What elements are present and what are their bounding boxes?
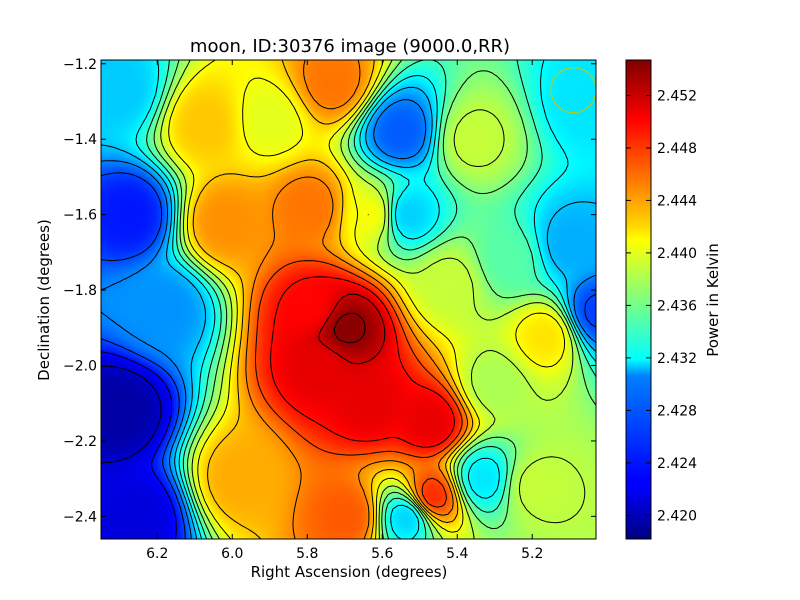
contour-level [101,99,596,539]
colorbar-tick-label: 2.452 [657,88,697,104]
y-tick-label: −2.2 [63,434,97,450]
colorbar-tick-label: 2.440 [657,246,697,262]
colorbar-tick-label: 2.432 [657,351,697,367]
colorbar-tick-label: 2.444 [657,193,697,209]
chart-title: moon, ID:30376 image (9000.0,RR) [190,36,510,57]
y-tick-label: −1.8 [63,283,97,299]
y-tick-label: −2.0 [63,359,97,375]
contour-level [101,351,177,539]
contour-level [101,365,162,464]
colorbar-tick-label: 2.420 [657,508,697,524]
contour-level [153,60,596,539]
x-tick-label: 5.2 [521,546,543,562]
contour-level [101,86,596,539]
contour-level [192,60,474,539]
beam-marker [550,67,596,114]
colorbar-ticks: 2.420 2.424 2.428 2.432 2.436 2.440 2.444 2.448… [626,88,697,524]
contour-level [101,172,596,539]
y-tick-label: −1.4 [63,132,97,148]
contour-level [270,276,455,448]
x-tick-label: 5.8 [296,546,318,562]
y-axis: −1.2 −1.4 −1.6 −1.8 −2.0 −2.2 −2.4 [63,57,596,525]
x-axis: 6.2 6.0 5.8 5.6 5.4 5.2 [146,60,543,562]
x-tick-label: 6.2 [146,546,168,562]
y-tick-label: −1.2 [63,57,97,73]
contour-lines [101,60,596,539]
y-tick-label: −1.6 [63,208,97,224]
x-tick-label: 5.6 [371,546,393,562]
x-tick-label: 5.4 [446,546,468,562]
colorbar-label: Power in Kelvin [704,243,722,357]
contour-level [245,60,468,539]
markers-layer [550,67,596,114]
y-axis-label: Declination (degrees) [35,219,53,381]
contour-level [255,260,463,508]
contour-level [333,312,366,344]
plot-frame [100,59,597,540]
colorbar-tick-label: 2.448 [657,141,697,157]
y-tick-label: −2.4 [63,509,97,525]
contour-level [318,293,386,365]
colorbar [625,59,652,540]
x-tick-label: 6.0 [221,546,243,562]
contour-level [160,60,586,539]
contour-level [168,60,566,539]
contour-level [146,60,596,539]
colorbar-tick-label: 2.428 [657,403,697,419]
x-axis-label: Right Ascension (degrees) [251,563,448,581]
colorbar-tick-label: 2.424 [657,456,697,472]
colorbar-tick-label: 2.436 [657,298,697,314]
contour-level [135,60,596,539]
